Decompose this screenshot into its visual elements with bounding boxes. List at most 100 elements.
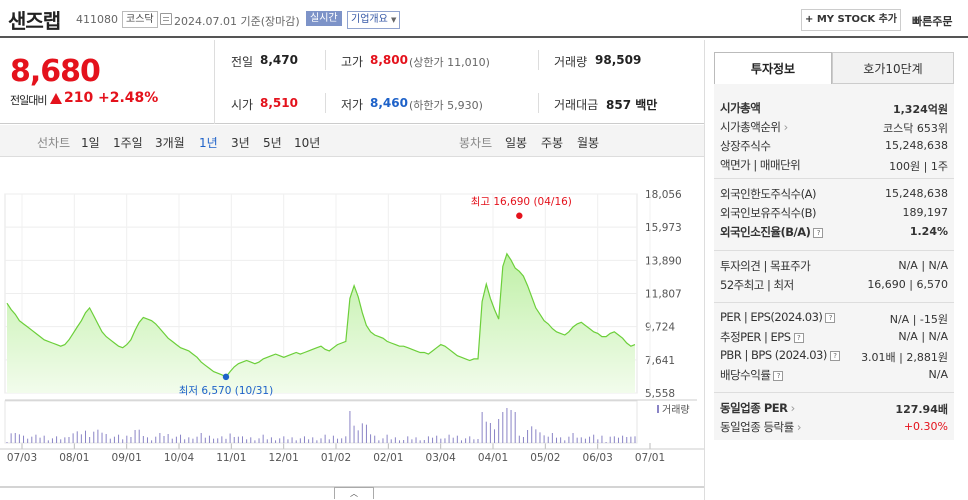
- volume-bar: [357, 430, 359, 443]
- volume-bar: [291, 437, 293, 443]
- info-value: N/A | N/A: [898, 259, 948, 272]
- help-icon[interactable]: ?: [773, 370, 784, 381]
- volume-bar: [411, 439, 413, 443]
- high-value: 8,800: [370, 53, 408, 67]
- volume-bar: [522, 437, 524, 443]
- volume-bar: [171, 438, 173, 443]
- collapse-chart-button[interactable]: ︿: [334, 487, 374, 499]
- volume-bar: [440, 438, 442, 443]
- volume-bar: [101, 432, 103, 443]
- tab-monthly-candle[interactable]: 월봉: [577, 136, 600, 150]
- volume-bar: [514, 412, 516, 443]
- volume-bar: [572, 433, 574, 443]
- volume-bar: [531, 426, 533, 443]
- volume-value: 98,509: [595, 53, 642, 67]
- tab-3m[interactable]: 3개월: [155, 136, 185, 150]
- info-label[interactable]: 배당수익률?: [720, 367, 784, 383]
- tab-1d[interactable]: 1일: [81, 136, 100, 150]
- volume-bar: [432, 437, 434, 443]
- x-tick-label: 11/01: [216, 452, 246, 464]
- volume-bar: [452, 437, 454, 443]
- volume-bar: [51, 438, 53, 443]
- volume-bar: [535, 429, 537, 443]
- volume-bar: [246, 439, 248, 443]
- stock-name: 샌즈랩: [8, 9, 61, 33]
- x-tick-label: 04/01: [478, 452, 508, 464]
- tab-1y[interactable]: 1년: [199, 136, 218, 150]
- info-separator: [714, 392, 954, 393]
- price-chart[interactable]: 18,056 15,973 13,890 11,807 9,724 7,641 5,558 0…: [0, 160, 704, 490]
- max-label: 최고 16,690 (04/16): [471, 196, 572, 208]
- info-separator: [714, 250, 954, 251]
- realtime-button[interactable]: 실시간: [306, 11, 342, 26]
- tab-1w[interactable]: 1주일: [113, 136, 143, 150]
- tab-5y[interactable]: 5년: [263, 136, 282, 150]
- volume-bar: [80, 434, 82, 443]
- x-tick-label: 07/01: [635, 452, 665, 464]
- line-chart-label: 선차트: [37, 136, 71, 150]
- info-label[interactable]: 동일업종 PER ›: [720, 400, 795, 416]
- info-label-text: 상장주식수: [720, 139, 771, 153]
- quick-order-link[interactable]: 빠른주문: [912, 15, 953, 28]
- tab-3y[interactable]: 3년: [231, 136, 250, 150]
- divider: [538, 93, 539, 113]
- investment-info-body: [714, 84, 954, 440]
- x-tick-label: 02/01: [373, 452, 403, 464]
- info-value: N/A | -15원: [889, 313, 948, 326]
- info-label-text: 투자의견 | 목표주가: [720, 259, 811, 273]
- info-label-text: 외국인보유주식수(B): [720, 206, 817, 220]
- tab-daily-candle[interactable]: 일봉: [505, 136, 528, 150]
- volume-bar: [580, 437, 582, 443]
- volume-bar: [448, 434, 450, 443]
- volume-bar: [345, 436, 347, 443]
- tab-investment-info[interactable]: 투자정보: [714, 52, 832, 84]
- volume-bar: [617, 437, 619, 443]
- volume-bar: [378, 440, 380, 443]
- info-separator: [714, 178, 954, 179]
- volume-bar: [105, 434, 107, 443]
- tab-weekly-candle[interactable]: 주봉: [541, 136, 564, 150]
- info-label[interactable]: 외국인소진율(B/A)?: [720, 224, 824, 240]
- my-stock-add-button[interactable]: + MY STOCK 추가: [801, 9, 901, 31]
- info-value: 코스닥 653위: [883, 122, 948, 135]
- price-line: [6, 252, 636, 378]
- volume-bar: [68, 437, 70, 443]
- info-label-text: 동일업종 PER: [720, 401, 788, 415]
- volume-bar: [564, 440, 566, 443]
- help-icon[interactable]: ?: [813, 227, 824, 238]
- volume-bar: [159, 433, 161, 443]
- volume-bar: [427, 436, 429, 443]
- volume-bar: [370, 434, 372, 443]
- info-label[interactable]: 시가총액순위 ›: [720, 119, 788, 135]
- volume-bar: [630, 436, 632, 443]
- volume-bar: [403, 440, 405, 443]
- volume-bar: [10, 433, 12, 443]
- volume-bar: [196, 436, 198, 443]
- tab-10y[interactable]: 10년: [294, 136, 321, 150]
- volume-bar: [213, 438, 215, 443]
- volume-bar: [415, 437, 417, 443]
- info-label[interactable]: PER | EPS(2024.03)?: [720, 310, 836, 324]
- market-badge: 코스닥: [122, 11, 158, 28]
- volume-bar: [316, 440, 318, 443]
- volume-bar: [208, 435, 210, 443]
- help-icon[interactable]: ?: [825, 312, 836, 323]
- info-label[interactable]: 추정PER | EPS?: [720, 329, 804, 345]
- volume-bar: [250, 437, 252, 443]
- info-value: 16,690 | 6,570: [867, 278, 948, 291]
- volume-bar: [303, 436, 305, 443]
- max-point: [516, 212, 523, 219]
- help-icon[interactable]: ?: [829, 350, 840, 361]
- low-label: 저가: [341, 98, 364, 112]
- info-label-text: 추정PER | EPS: [720, 330, 791, 344]
- x-tick-label: 06/03: [583, 452, 613, 464]
- volume-bar: [332, 435, 334, 443]
- info-label[interactable]: PBR | BPS (2024.03)?: [720, 348, 840, 362]
- company-overview-dropdown[interactable]: 기업개요 ▼: [347, 11, 401, 29]
- volume-bar: [609, 436, 611, 443]
- help-icon[interactable]: ?: [793, 332, 804, 343]
- upper-limit: (상한가 11,010): [409, 56, 490, 69]
- tab-order-book[interactable]: 호가10단계: [832, 52, 954, 84]
- volume-bar: [547, 436, 549, 443]
- info-label[interactable]: 동일업종 등락률 ›: [720, 419, 802, 435]
